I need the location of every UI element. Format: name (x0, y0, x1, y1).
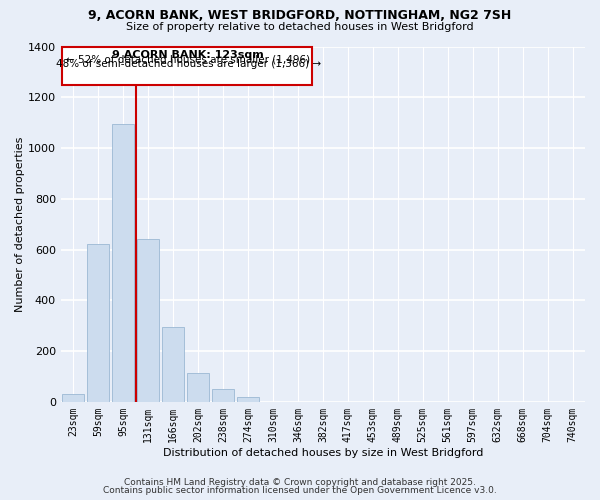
Bar (137, 240, 160, 402)
Bar (62, 394, 85, 402)
Text: Contains public sector information licensed under the Open Government Licence v3: Contains public sector information licen… (103, 486, 497, 495)
Text: Contains HM Land Registry data © Crown copyright and database right 2025.: Contains HM Land Registry data © Crown c… (124, 478, 476, 487)
Bar (87, 244, 109, 402)
Bar (212, 389, 234, 402)
FancyBboxPatch shape (62, 47, 311, 84)
Y-axis label: Number of detached properties: Number of detached properties (15, 136, 25, 312)
Text: 9, ACORN BANK, WEST BRIDGFORD, NOTTINGHAM, NG2 7SH: 9, ACORN BANK, WEST BRIDGFORD, NOTTINGHA… (88, 9, 512, 22)
X-axis label: Distribution of detached houses by size in West Bridgford: Distribution of detached houses by size … (163, 448, 483, 458)
Bar (162, 327, 184, 402)
Text: 9 ACORN BANK: 123sqm: 9 ACORN BANK: 123sqm (0, 499, 1, 500)
Text: 9 ACORN BANK: 123sqm: 9 ACORN BANK: 123sqm (112, 50, 264, 60)
Bar (112, 124, 134, 402)
Bar (237, 397, 259, 402)
Bar (187, 372, 209, 402)
Text: 48% of semi-detached houses are larger (1,366) →: 48% of semi-detached houses are larger (… (56, 58, 320, 68)
Text: ← 52% of detached houses are smaller (1,496): ← 52% of detached houses are smaller (1,… (66, 54, 310, 64)
Text: Size of property relative to detached houses in West Bridgford: Size of property relative to detached ho… (126, 22, 474, 32)
